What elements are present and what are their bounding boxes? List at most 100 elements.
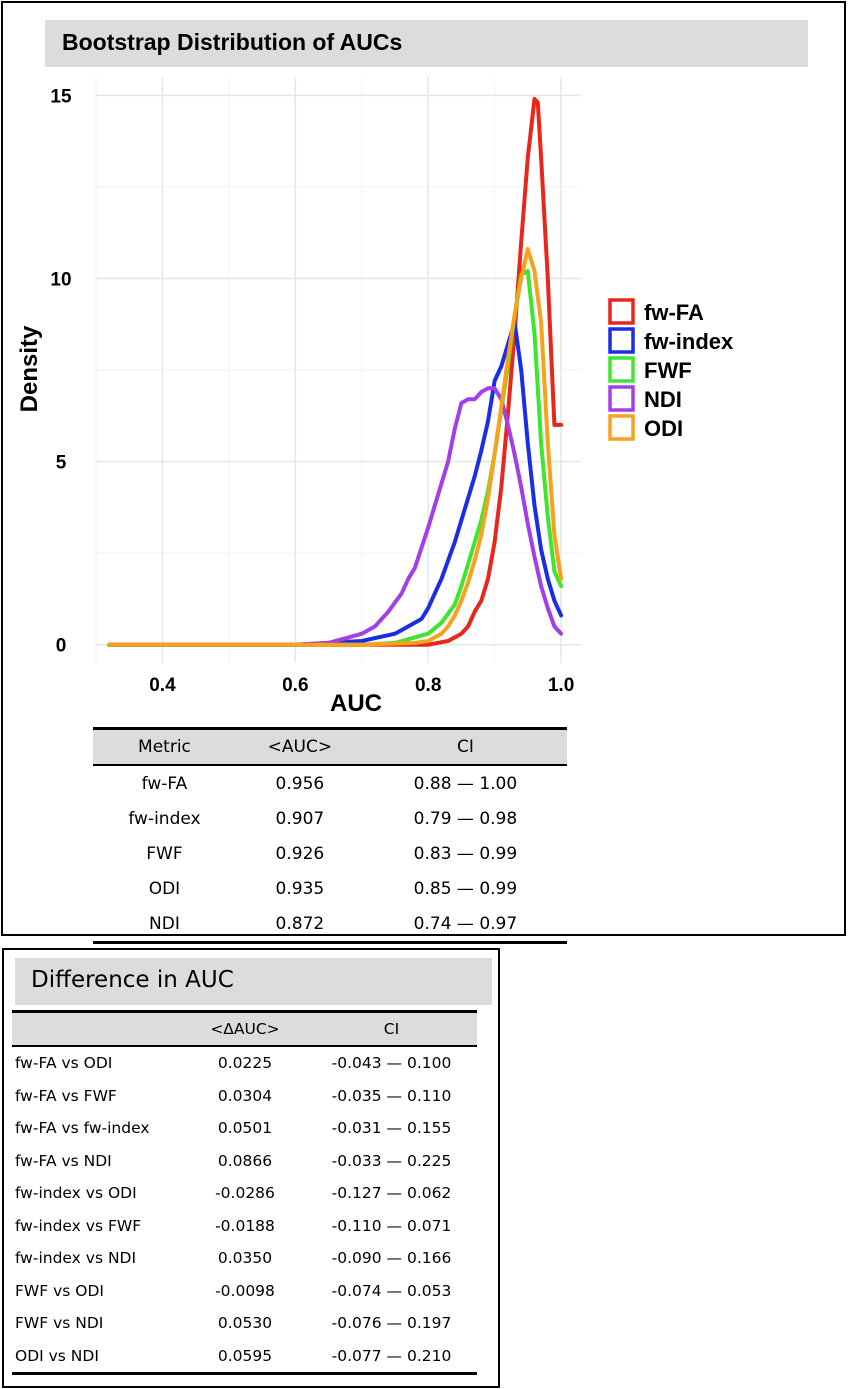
comparison-cell: FWF vs NDI xyxy=(15,1314,104,1333)
ci-cell: 0.74 — 0.97 xyxy=(363,906,567,944)
y-tick-label: 15 xyxy=(50,86,72,107)
ci-cell: -0.031 — 0.155 xyxy=(331,1119,452,1138)
x-tick-label: 1.0 xyxy=(548,675,574,696)
auc-cell: 0.872 xyxy=(235,906,364,944)
metric-cell: ODI xyxy=(148,878,181,899)
table-row: fw-index 0.907 0.79 — 0.98 xyxy=(93,801,567,836)
header-ci: CI xyxy=(363,727,567,766)
auc-cell: 0.926 xyxy=(275,843,325,864)
legend-label-odi: ODI xyxy=(644,416,683,441)
table-row: fw-FA vs ODI 0.0225 -0.043 — 0.100 xyxy=(12,1046,477,1080)
header-comparison xyxy=(12,1010,184,1047)
legend-label-fw-index: fw-index xyxy=(644,329,734,354)
series-line-ndi xyxy=(107,386,564,647)
metric-cell: fw-FA xyxy=(141,773,188,794)
metric-cell: FWF xyxy=(146,843,183,864)
ci-cell: 0.85 — 0.99 xyxy=(413,878,518,899)
y-tick-label: 0 xyxy=(56,636,67,657)
table-row: FWF 0.926 0.83 — 0.99 xyxy=(93,836,567,871)
ci-cell: 0.88 — 1.00 xyxy=(413,773,518,794)
legend-swatch-fwf xyxy=(608,356,635,383)
ci-cell: -0.035 — 0.110 xyxy=(331,1086,452,1105)
ci-cell: 0.79 — 0.98 xyxy=(413,808,518,829)
x-tick-label: 0.8 xyxy=(415,675,441,696)
table-row: fw-FA 0.956 0.88 — 1.00 xyxy=(93,765,567,801)
metric-cell: NDI xyxy=(93,906,236,944)
comparison-cell: fw-FA vs NDI xyxy=(15,1151,112,1170)
delta-cell: 0.0501 xyxy=(217,1119,273,1138)
x-axis-title: AUC xyxy=(330,690,382,717)
series-lines xyxy=(107,97,564,647)
comparison-cell: fw-FA vs FWF xyxy=(15,1086,117,1105)
series-line-fw-fa xyxy=(107,97,564,647)
tick-labels: 0.4 0.6 0.8 1.0 0 5 10 15 xyxy=(50,86,574,696)
table-row: ODI vs NDI 0.0595 -0.077 — 0.210 xyxy=(12,1339,477,1375)
auc-cell: 0.907 xyxy=(275,808,325,829)
auc-distribution-panel: Bootstrap Distribution of AUCs 0.4 0.6 0.8… xyxy=(1,1,846,944)
y-tick-label: 10 xyxy=(50,269,71,290)
metric-cell: fw-index xyxy=(128,808,201,829)
delta-cell: -0.0286 xyxy=(215,1184,275,1203)
delta-cell: -0.0188 xyxy=(215,1216,275,1235)
comparison-cell: FWF vs ODI xyxy=(15,1281,104,1300)
chart-title-bar: Bootstrap Distribution of AUCs xyxy=(45,20,808,67)
chart-title: Bootstrap Distribution of AUCs xyxy=(62,29,403,55)
y-axis-title: Density xyxy=(16,325,43,412)
table-row: fw-FA vs NDI 0.0866 -0.033 — 0.225 xyxy=(12,1145,477,1178)
header-delta-auc: <ΔAUC> xyxy=(184,1010,306,1047)
legend-swatch-fw-index xyxy=(608,327,635,354)
table-row: fw-FA vs fw-index 0.0501 -0.031 — 0.155 xyxy=(12,1112,477,1145)
ci-cell: -0.127 — 0.062 xyxy=(331,1184,452,1203)
auc-summary-table: Metric <AUC> CI fw-FA 0.956 0.88 — 1.00 … xyxy=(93,727,567,944)
legend: fw-FA fw-index FWF NDI ODI xyxy=(608,298,734,441)
comparison-cell: fw-index vs ODI xyxy=(15,1184,137,1203)
table-row: ODI 0.935 0.85 — 0.99 xyxy=(93,871,567,906)
ci-cell: -0.076 — 0.197 xyxy=(331,1314,452,1333)
comparison-cell: fw-index vs NDI xyxy=(15,1249,137,1268)
header-ci: CI xyxy=(306,1010,477,1047)
delta-cell: 0.0866 xyxy=(217,1151,273,1170)
header-metric: Metric xyxy=(93,727,236,766)
ci-cell: -0.090 — 0.166 xyxy=(331,1249,452,1268)
table-row: fw-index vs ODI -0.0286 -0.127 — 0.062 xyxy=(12,1177,477,1210)
table-row: fw-index vs NDI 0.0350 -0.090 — 0.166 xyxy=(12,1242,477,1275)
x-tick-label: 0.4 xyxy=(149,675,176,696)
y-tick-label: 5 xyxy=(56,453,67,474)
comparison-cell: fw-FA vs fw-index xyxy=(15,1119,150,1138)
ci-cell: -0.077 — 0.210 xyxy=(306,1339,477,1375)
legend-swatch-ndi xyxy=(608,385,635,412)
delta-cell: 0.0304 xyxy=(217,1086,273,1105)
legend-swatch-fw-fa xyxy=(608,298,635,325)
comparison-cell: fw-FA vs ODI xyxy=(15,1054,113,1073)
header-auc: <AUC> xyxy=(235,727,364,766)
table-row: NDI 0.872 0.74 — 0.97 xyxy=(93,906,567,944)
delta-cell: 0.0530 xyxy=(217,1314,273,1333)
ci-cell: -0.074 — 0.053 xyxy=(331,1281,452,1300)
series-line-fw-index xyxy=(107,320,564,647)
ci-cell: -0.043 — 0.100 xyxy=(331,1054,452,1073)
difference-title: Difference in AUC xyxy=(31,967,234,993)
delta-cell: 0.0225 xyxy=(217,1054,273,1073)
density-chart: 0.4 0.6 0.8 1.0 0 5 10 15 AUC Density fw-FA fw-i… xyxy=(16,77,734,717)
auc-cell: 0.935 xyxy=(275,878,325,899)
delta-cell: -0.0098 xyxy=(215,1281,275,1300)
legend-swatch-odi xyxy=(608,414,635,441)
table-header-row: Metric <AUC> CI xyxy=(93,727,567,766)
auc-difference-panel: Difference in AUC xyxy=(2,948,500,1388)
comparison-cell: fw-index vs FWF xyxy=(15,1216,142,1235)
delta-cell: 0.0595 xyxy=(184,1339,306,1375)
table-row: fw-FA vs FWF 0.0304 -0.035 — 0.110 xyxy=(12,1080,477,1113)
auc-difference-table: <ΔAUC> CI fw-FA vs ODI 0.0225 -0.043 — 0… xyxy=(12,1010,477,1375)
legend-label-fwf: FWF xyxy=(644,358,692,383)
legend-label-ndi: NDI xyxy=(644,387,682,412)
table-row: FWF vs ODI -0.0098 -0.074 — 0.053 xyxy=(12,1275,477,1308)
series-line-odi xyxy=(107,247,564,647)
table-header-row: <ΔAUC> CI xyxy=(12,1010,477,1047)
legend-label-fw-fa: fw-FA xyxy=(644,300,704,325)
comparison-cell: ODI vs NDI xyxy=(12,1339,184,1375)
table-row: FWF vs NDI 0.0530 -0.076 — 0.197 xyxy=(12,1307,477,1340)
x-tick-label: 0.6 xyxy=(282,675,308,696)
ci-cell: 0.83 — 0.99 xyxy=(413,843,518,864)
ci-cell: -0.110 — 0.071 xyxy=(331,1216,452,1235)
auc-cell: 0.956 xyxy=(275,773,325,794)
